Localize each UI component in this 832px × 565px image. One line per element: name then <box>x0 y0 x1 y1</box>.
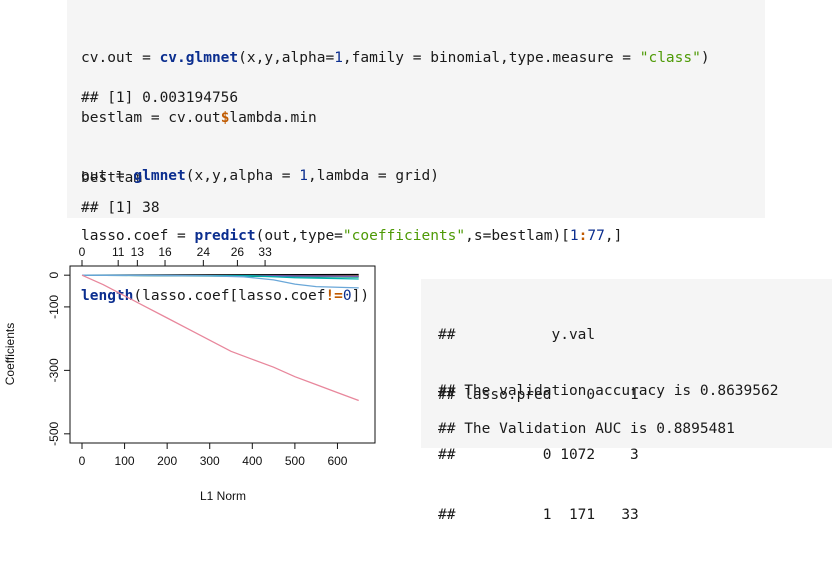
table-line: ## 0 1072 3 <box>438 447 639 463</box>
x-tick-label: 400 <box>242 454 262 468</box>
code-line-cv-glmnet: cv.out = cv.glmnet(x,y,alpha=1,family = … <box>81 50 710 66</box>
output-line-bestlam: ## [1] 0.003194756 <box>81 90 239 106</box>
y-tick-label: -100 <box>47 295 61 319</box>
coefficient-path <box>81 274 359 289</box>
top-tick-label: 13 <box>131 245 145 259</box>
x-axis-label: L1 Norm <box>200 489 246 503</box>
x-tick-label: 0 <box>79 454 86 468</box>
top-tick-label: 33 <box>258 245 272 259</box>
code-line-predict: lasso.coef = predict(out,type="coefficie… <box>81 228 623 244</box>
code-line-length: length(lasso.coef[lasso.coef!=0]) <box>81 288 370 304</box>
table-line: ## 1 171 33 <box>438 507 639 523</box>
output-line-length: ## [1] 38 <box>81 200 160 216</box>
top-tick-label: 11 <box>112 245 125 259</box>
top-axis: 0 11 13 16 24 26 33 <box>79 245 272 266</box>
code-line-bestlam: bestlam <box>81 170 143 186</box>
x-axis: 0 100 200 300 400 500 600 <box>79 443 348 468</box>
result-chunk: ## y.val ## lasso.pred 0 1 ## 0 1072 3 #… <box>421 279 832 523</box>
code-lines: cv.out = cv.glmnet(x,y,alpha=1,family = … <box>81 8 710 228</box>
plot-frame <box>69 265 376 444</box>
auc-output: ## The Validation AUC is 0.8895481 <box>438 421 735 437</box>
x-tick-label: 300 <box>200 454 220 468</box>
table-line: ## y.val <box>438 327 596 343</box>
top-tick-label: 26 <box>231 245 245 259</box>
top-tick-label: 0 <box>79 245 86 259</box>
x-tick-label: 100 <box>115 454 135 468</box>
y-axis-label: Coefficients <box>3 323 17 385</box>
x-tick-label: 500 <box>285 454 305 468</box>
coefficient-path <box>81 274 359 402</box>
y-tick-label: 0 <box>47 272 61 279</box>
y-axis: 0 -100 -300 -500 <box>47 272 70 446</box>
top-tick-label: 24 <box>197 245 211 259</box>
code-lines-2: out = glmnet(x,y,alpha = 1,lambda = grid… <box>81 126 622 346</box>
lasso-coefficient-plot: 0 11 13 16 24 26 33 0 100 200 300 400 500 600 0 -100 -… <box>3 245 376 503</box>
accuracy-output: ## The validation accuracy is 0.8639562 <box>438 383 779 399</box>
code-line-glmnet: out = glmnet(x,y,alpha = 1,lambda = grid… <box>81 168 439 184</box>
y-tick-label: -500 <box>47 421 61 445</box>
code-chunk: cv.out = cv.glmnet(x,y,alpha=1,family = … <box>67 0 765 304</box>
coefficient-paths <box>81 273 359 402</box>
x-tick-label: 600 <box>327 454 347 468</box>
y-tick-label: -300 <box>47 358 61 382</box>
code-line-bestlam-assign: bestlam = cv.out$lambda.min <box>81 110 317 126</box>
top-tick-label: 16 <box>158 245 172 259</box>
x-tick-label: 200 <box>157 454 177 468</box>
table-line: ## lasso.pred 0 1 <box>438 387 639 403</box>
